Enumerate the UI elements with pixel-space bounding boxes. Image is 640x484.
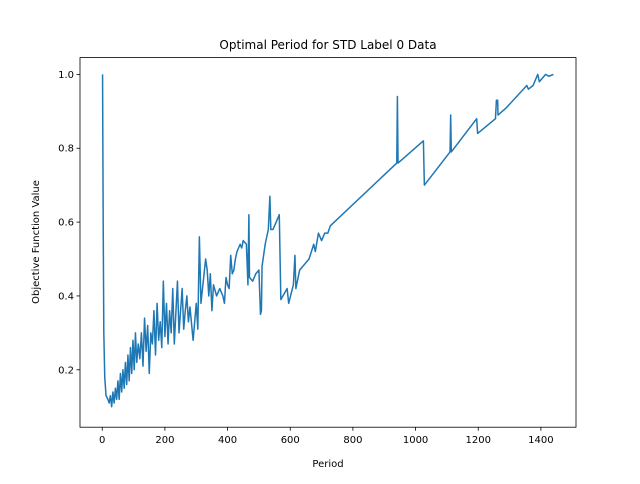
y-tick-label: 0.2: [58, 365, 74, 376]
x-tick-label: 400: [218, 435, 237, 446]
x-tick-label: 1400: [528, 435, 553, 446]
x-tick-label: 800: [343, 435, 362, 446]
y-tick-label: 0.4: [58, 291, 74, 302]
x-tick-label: 200: [155, 435, 174, 446]
plot-frame: [79, 57, 577, 428]
y-axis-label: Objective Function Value: [31, 180, 42, 304]
x-tick-label: 0: [99, 435, 105, 446]
y-tick-label: 0.8: [58, 144, 74, 155]
x-axis-label: Period: [312, 459, 343, 470]
x-tick-label: 1200: [466, 435, 491, 446]
x-tick-label: 600: [281, 435, 300, 446]
x-tick-label: 1000: [403, 435, 428, 446]
y-tick-label: 1.0: [58, 70, 74, 81]
data-line: [101, 73, 554, 408]
y-tick-label: 0.6: [58, 218, 74, 229]
chart-title: Optimal Period for STD Label 0 Data: [219, 38, 436, 52]
